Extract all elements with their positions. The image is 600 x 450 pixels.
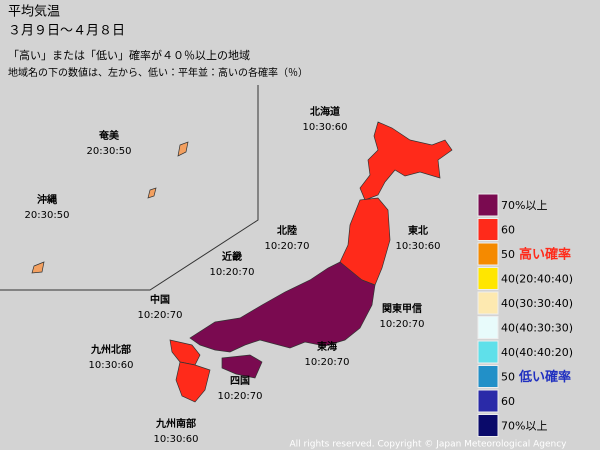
legend-swatch: [477, 193, 499, 217]
region-name: 東北: [408, 224, 428, 237]
legend-label: 50: [501, 371, 515, 384]
region-probs: 10:20:70: [138, 310, 183, 321]
legend-note: 低い確率: [518, 369, 571, 385]
legend-note: 高い確率: [519, 247, 571, 263]
legend-label: 40(30:30:40): [501, 297, 573, 310]
region-probs: 20:30:50: [25, 210, 70, 221]
title: 平均気温: [8, 4, 60, 20]
legend-label: 40(40:40:20): [501, 346, 573, 359]
region-probs: 10:20:70: [265, 241, 310, 252]
region-probs: 10:30:60: [154, 434, 199, 445]
legend-label: 60: [501, 395, 515, 408]
legend-swatch: [477, 218, 499, 241]
region-probs: 10:30:60: [396, 241, 441, 252]
region-name: 九州南部: [155, 417, 196, 430]
region-name: 関東甲信: [382, 302, 422, 315]
region-name: 奄美: [98, 129, 120, 142]
region-name: 中国: [150, 293, 170, 306]
legend-swatch: [477, 242, 499, 266]
region-name: 沖縄: [37, 193, 57, 206]
region-name: 北陸: [277, 224, 297, 237]
region-probs: 10:20:70: [380, 319, 425, 330]
region-name: 近畿: [222, 250, 242, 263]
honshu: [189, 261, 376, 353]
region-name: 北海道: [310, 105, 341, 118]
region-probs: 10:30:60: [89, 360, 134, 371]
amami-island: [147, 187, 157, 199]
region-name: 四国: [230, 375, 250, 387]
region-labels: 北海道 10:30:60 東北 10:30:60 北陸 10:20:70 近畿 10:20:7…: [25, 105, 441, 445]
legend: 70%以上 60 50 高い確率 40(20:40:40) 40(30:30:40) 40(…: [477, 193, 573, 437]
legend-swatch: [477, 267, 499, 290]
legend-label: 40(20:40:40): [501, 273, 573, 286]
region-probs: 10:20:70: [210, 267, 255, 278]
kyushu-south: [175, 361, 211, 403]
region-probs: 20:30:50: [87, 146, 132, 157]
region-name: 九州北部: [90, 343, 131, 356]
region-probs: 10:30:60: [303, 122, 348, 133]
copyright: All rights reserved. Copyright © Japan M…: [290, 440, 568, 450]
hokkaido: [359, 121, 453, 201]
legend-swatch: [477, 365, 499, 388]
legend-label: 70%以上: [501, 199, 547, 212]
region-name: 東海: [317, 340, 337, 353]
legend-swatch: [477, 414, 499, 437]
legend-swatch: [477, 389, 499, 413]
legend-label: 70%以上: [501, 420, 547, 433]
amami-island: [177, 141, 189, 157]
subtitle: 「高い」または「低い」確率が４０％以上の地域: [8, 48, 250, 62]
legend-label: 40(40:30:30): [501, 322, 573, 335]
inset-divider: [0, 85, 259, 291]
map: [31, 121, 453, 403]
legend-swatch: [477, 316, 499, 339]
region-probs: 10:20:70: [218, 391, 263, 402]
period: ３月９日～４月８日: [8, 24, 125, 39]
okinawa-island: [31, 261, 45, 274]
legend-swatch: [477, 291, 499, 315]
note: 地域名の下の数値は、左から、低い：平年並：高いの各確率（％）: [8, 66, 308, 79]
legend-label: 50: [501, 248, 515, 261]
legend-swatch: [477, 340, 499, 364]
legend-label: 60: [501, 224, 515, 237]
shikoku: [221, 354, 263, 379]
region-probs: 10:20:70: [305, 357, 350, 368]
